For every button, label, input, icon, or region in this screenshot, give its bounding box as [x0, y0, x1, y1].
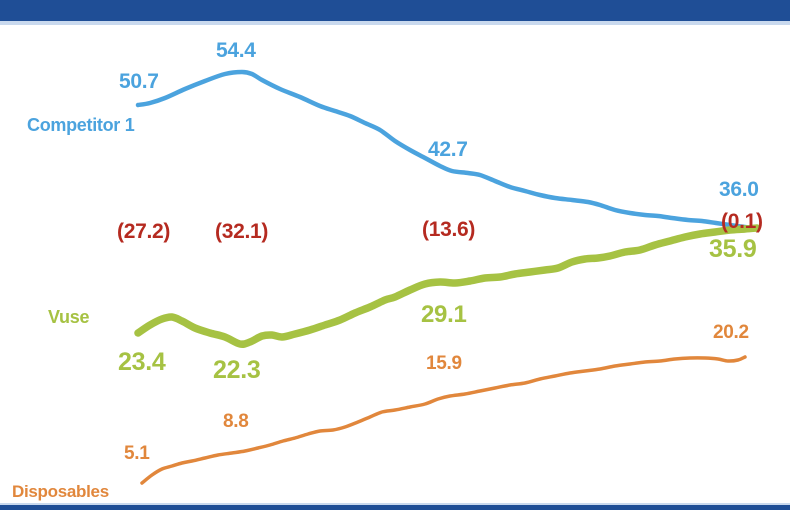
footer-bar — [0, 505, 790, 510]
header-bar — [0, 0, 790, 21]
header-bar-accent — [0, 21, 790, 25]
footer-bar-accent — [0, 503, 790, 505]
series-label-vuse: Vuse — [48, 307, 90, 327]
value-competitor1-4: 36.0 — [719, 178, 759, 201]
value-disposables-2: 8.8 — [223, 411, 249, 432]
gap-value-3: (13.6) — [422, 218, 476, 241]
gap-value-1: (27.2) — [117, 220, 171, 243]
value-vuse-4: 35.9 — [709, 235, 757, 263]
value-competitor1-2: 54.4 — [216, 39, 256, 62]
value-vuse-3: 29.1 — [421, 301, 467, 328]
value-disposables-4: 20.2 — [713, 322, 749, 343]
gap-value-2: (32.1) — [215, 220, 269, 243]
vuse-line — [134, 224, 761, 348]
value-competitor1-3: 42.7 — [428, 138, 468, 161]
competitor-1-line — [135, 69, 760, 231]
value-vuse-2: 22.3 — [213, 356, 261, 384]
series-label-competitor-1: Competitor 1 — [27, 115, 135, 135]
value-disposables-1: 5.1 — [124, 443, 150, 464]
disposables-line — [140, 355, 747, 485]
gap-value-4: (0.1) — [721, 210, 763, 233]
series-label-disposables: Disposables — [12, 482, 109, 501]
value-disposables-3: 15.9 — [426, 353, 462, 374]
value-competitor1-1: 50.7 — [119, 70, 159, 93]
value-vuse-1: 23.4 — [118, 348, 166, 376]
